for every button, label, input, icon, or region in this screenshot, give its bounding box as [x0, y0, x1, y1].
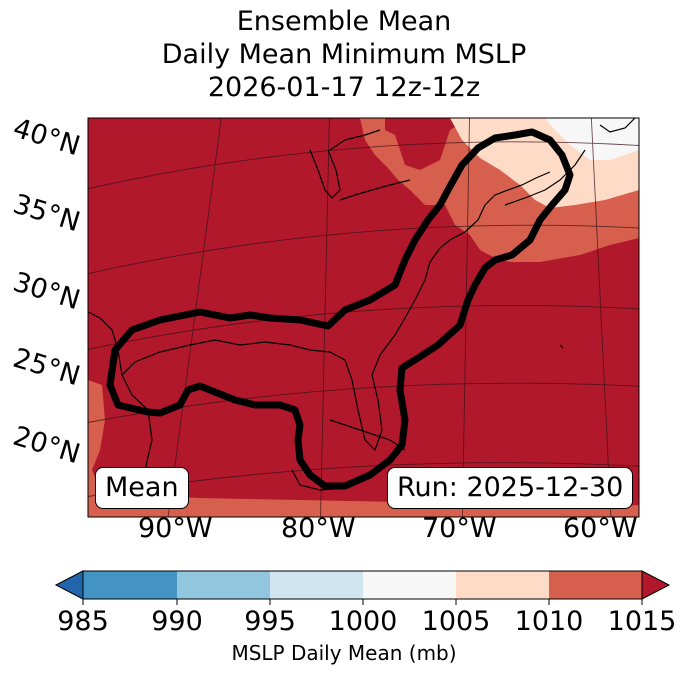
colorbar-tick-1005: 1005 — [421, 606, 491, 637]
title-line-2: Daily Mean Minimum MSLP — [161, 39, 527, 70]
colorbar-extend-low — [54, 570, 84, 600]
colorbar-seg-1000-1005 — [363, 571, 456, 599]
lon-label-70w: 70°W — [422, 513, 497, 544]
lon-label-80w: 80°W — [281, 513, 356, 544]
lon-label-60w: 60°W — [563, 513, 638, 544]
lon-label-90w: 90°W — [138, 513, 213, 544]
colorbar-seg-985-990 — [83, 571, 177, 599]
coastlines — [88, 118, 636, 501]
colorbar-seg-995-1000 — [270, 571, 363, 599]
colorbar-tick-1015: 1015 — [607, 606, 677, 637]
title-line-1: Ensemble Mean — [236, 6, 452, 37]
mean-label-box: Mean — [95, 467, 189, 509]
colorbar-seg-990-995 — [177, 571, 270, 599]
colorbar — [54, 570, 671, 605]
contour-1015-mb — [106, 128, 574, 490]
colorbar-tick-1010: 1010 — [514, 606, 584, 637]
map-frame — [87, 117, 640, 518]
title-line-3: 2026-01-17 12z-12z — [207, 72, 481, 103]
colorbar-seg-1005-1010 — [456, 571, 549, 599]
colorbar-tick-995: 995 — [244, 606, 296, 637]
colorbar-tick-985: 985 — [57, 606, 109, 637]
colorbar-extend-high — [641, 570, 671, 600]
colorbar-tick-990: 990 — [151, 606, 203, 637]
colorbar-tick-1000: 1000 — [328, 606, 398, 637]
colorbar-seg-1010-1015 — [549, 571, 642, 599]
colorbar-label: MSLP Daily Mean (mb) — [231, 641, 457, 665]
run-date-box: Run: 2025-12-30 — [387, 467, 634, 509]
